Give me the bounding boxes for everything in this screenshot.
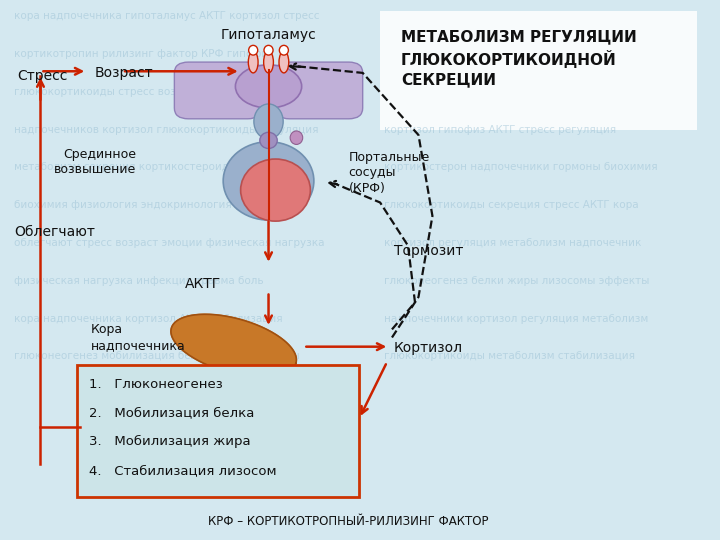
- FancyArrowPatch shape: [290, 64, 301, 70]
- Polygon shape: [171, 314, 297, 377]
- Ellipse shape: [290, 131, 302, 144]
- Text: Стресс: Стресс: [17, 69, 68, 83]
- Text: Гипоталамус: Гипоталамус: [220, 28, 316, 42]
- Ellipse shape: [254, 104, 283, 139]
- Text: Возраст: Возраст: [94, 66, 153, 80]
- Text: надпочечников кортизол глюкокортикоиды регуляция: надпочечников кортизол глюкокортикоиды р…: [14, 125, 318, 134]
- FancyArrowPatch shape: [330, 181, 337, 187]
- FancyArrowPatch shape: [37, 80, 44, 100]
- Text: Тормозит: Тормозит: [394, 244, 464, 258]
- Ellipse shape: [240, 159, 310, 221]
- Text: глюкокортикоиды секреция стресс АКТГ кора: глюкокортикоиды секреция стресс АКТГ кор…: [384, 200, 638, 210]
- Text: Кортизол: Кортизол: [394, 341, 463, 355]
- Text: 3.   Мобилизация жира: 3. Мобилизация жира: [89, 435, 251, 448]
- Text: глюкокортикоиды стресс возраст гипоталамус АКТГ кора: глюкокортикоиды стресс возраст гипоталам…: [14, 87, 333, 97]
- Text: 1.   Глюконеогенез: 1. Глюконеогенез: [89, 378, 223, 391]
- Text: метаболизм секреция кортикостероиды гормоны: метаболизм секреция кортикостероиды горм…: [14, 163, 288, 172]
- Ellipse shape: [235, 65, 302, 108]
- FancyArrowPatch shape: [361, 364, 386, 414]
- Text: кортикостерон надпочечники гормоны биохимия: кортикостерон надпочечники гормоны биохи…: [384, 163, 657, 172]
- FancyArrowPatch shape: [265, 221, 272, 259]
- FancyArrowPatch shape: [306, 343, 384, 350]
- Ellipse shape: [248, 51, 258, 73]
- FancyBboxPatch shape: [174, 62, 261, 119]
- Text: кора надпочечника кортизол АКТГ мобилизация: кора надпочечника кортизол АКТГ мобилиза…: [14, 314, 282, 323]
- Text: глюконеогенез белки жиры лизосомы эффекты: глюконеогенез белки жиры лизосомы эффект…: [384, 276, 649, 286]
- Ellipse shape: [264, 45, 273, 55]
- Text: облегчают стресс возраст эмоции физическая нагрузка: облегчают стресс возраст эмоции физическ…: [14, 238, 325, 248]
- Ellipse shape: [223, 141, 314, 220]
- Text: 4.   Стабилизация лизосом: 4. Стабилизация лизосом: [89, 464, 277, 477]
- FancyBboxPatch shape: [276, 62, 363, 119]
- Text: 2.   Мобилизация белка: 2. Мобилизация белка: [89, 407, 255, 420]
- Ellipse shape: [248, 45, 258, 55]
- Text: Кора
надпочечника: Кора надпочечника: [91, 323, 186, 352]
- FancyArrowPatch shape: [265, 294, 272, 322]
- Text: кортизол регуляция метаболизм надпочечник: кортизол регуляция метаболизм надпочечни…: [384, 238, 641, 248]
- Text: глюконеогенез мобилизация белка жира лизосомы: глюконеогенез мобилизация белка жира лиз…: [14, 352, 300, 361]
- Text: кортикотропин рилизинг фактор КРФ гипофиз: кортикотропин рилизинг фактор КРФ гипофи…: [14, 49, 274, 59]
- Ellipse shape: [264, 51, 274, 73]
- Text: АКТГ: АКТГ: [185, 276, 221, 291]
- Text: Облегчают: Облегчают: [14, 225, 95, 239]
- Text: биохимия физиология эндокринология регуляция: биохимия физиология эндокринология регул…: [14, 200, 293, 210]
- Text: КРФ – КОРТИКОТРОПНЫЙ-РИЛИЗИНГ ФАКТОР: КРФ – КОРТИКОТРОПНЫЙ-РИЛИЗИНГ ФАКТОР: [209, 515, 489, 528]
- FancyBboxPatch shape: [380, 11, 698, 130]
- Text: МЕТАБОЛИЗМ РЕГУЛЯЦИИ
ГЛЮКОКОРТИКОИДНОЙ
СЕКРЕЦИИ: МЕТАБОЛИЗМ РЕГУЛЯЦИИ ГЛЮКОКОРТИКОИДНОЙ С…: [401, 30, 636, 87]
- Text: Срединное
возвышение: Срединное возвышение: [54, 148, 136, 176]
- Text: физическая нагрузка инфекция травма боль: физическая нагрузка инфекция травма боль: [14, 276, 264, 286]
- Text: кортизол гипофиз АКТГ стресс регуляция: кортизол гипофиз АКТГ стресс регуляция: [384, 125, 616, 134]
- FancyBboxPatch shape: [77, 364, 359, 497]
- FancyArrowPatch shape: [125, 68, 235, 75]
- Text: глюкокортикоиды метаболизм стабилизация: глюкокортикоиды метаболизм стабилизация: [384, 352, 634, 361]
- Text: надпочечники кортизол регуляция метаболизм: надпочечники кортизол регуляция метаболи…: [384, 314, 648, 323]
- Ellipse shape: [260, 132, 277, 149]
- Ellipse shape: [279, 45, 289, 55]
- FancyArrowPatch shape: [43, 68, 81, 75]
- Text: Портальные
сосуды
(КРФ): Портальные сосуды (КРФ): [348, 151, 430, 195]
- Ellipse shape: [279, 51, 289, 73]
- Text: кора надпочечника гипоталамус АКТГ кортизол стресс: кора надпочечника гипоталамус АКТГ корти…: [14, 11, 320, 21]
